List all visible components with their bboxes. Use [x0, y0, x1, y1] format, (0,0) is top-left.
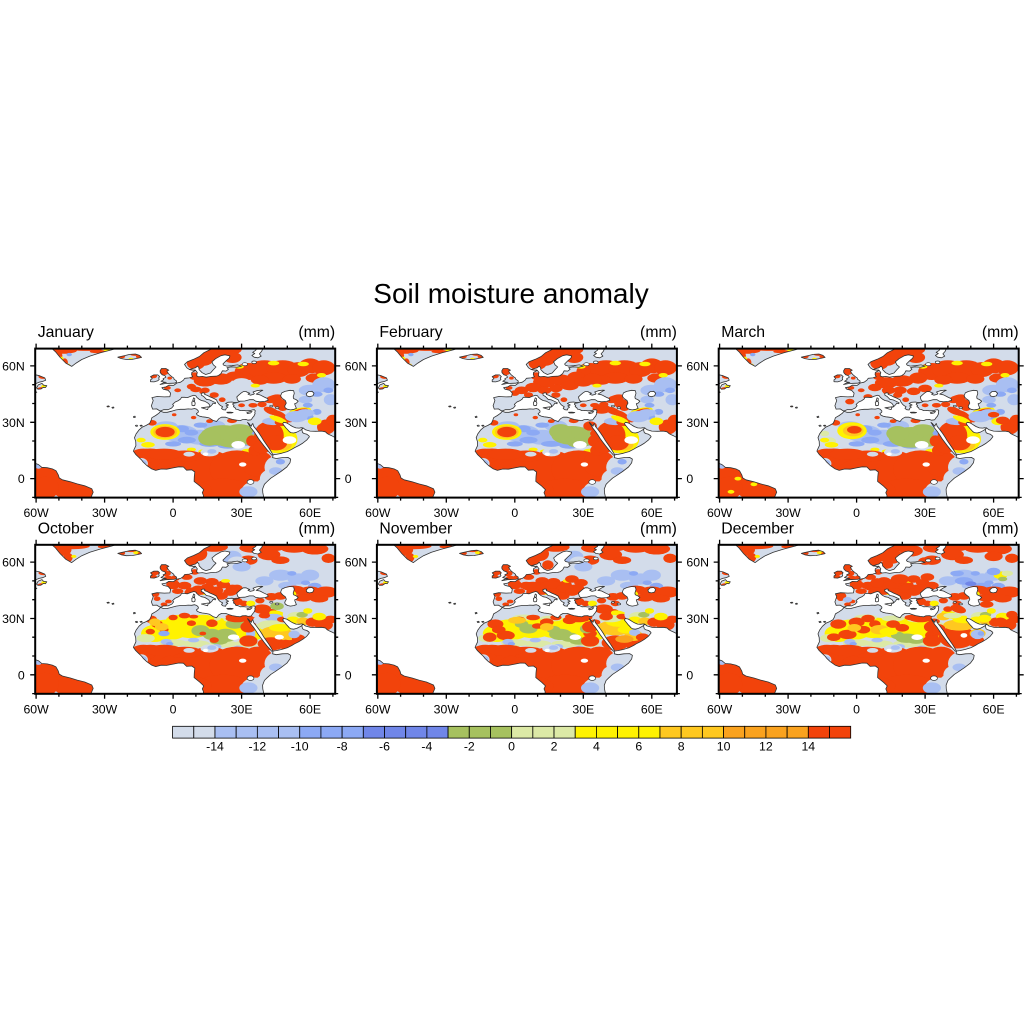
- svg-text:(mm): (mm): [982, 324, 1019, 341]
- svg-text:0: 0: [170, 506, 177, 520]
- svg-text:(mm): (mm): [640, 324, 677, 341]
- svg-text:0: 0: [345, 472, 352, 486]
- svg-text:60W: 60W: [707, 702, 733, 716]
- svg-text:60E: 60E: [641, 702, 663, 716]
- svg-text:30W: 30W: [92, 702, 118, 716]
- svg-text:30W: 30W: [775, 702, 801, 716]
- svg-text:30W: 30W: [434, 702, 460, 716]
- svg-text:30E: 30E: [914, 702, 936, 716]
- svg-text:30W: 30W: [434, 506, 460, 520]
- svg-text:0: 0: [686, 668, 693, 682]
- svg-text:October: October: [38, 520, 94, 537]
- svg-text:60W: 60W: [365, 506, 391, 520]
- svg-text:60N: 60N: [345, 360, 368, 374]
- svg-text:60N: 60N: [686, 360, 709, 374]
- svg-text:November: November: [379, 520, 452, 537]
- svg-text:-4: -4: [421, 740, 432, 754]
- svg-text:0: 0: [345, 668, 352, 682]
- svg-text:60E: 60E: [641, 506, 663, 520]
- svg-text:60E: 60E: [299, 506, 321, 520]
- svg-text:-6: -6: [379, 740, 390, 754]
- svg-text:30N: 30N: [345, 612, 368, 626]
- svg-text:14: 14: [801, 740, 815, 754]
- svg-text:30E: 30E: [572, 506, 594, 520]
- svg-text:30W: 30W: [92, 506, 118, 520]
- svg-text:0: 0: [170, 702, 177, 716]
- svg-text:60E: 60E: [983, 506, 1005, 520]
- svg-text:-8: -8: [337, 740, 348, 754]
- svg-text:(mm): (mm): [298, 324, 335, 341]
- svg-text:December: December: [721, 520, 794, 537]
- svg-text:-14: -14: [206, 740, 224, 754]
- svg-text:60N: 60N: [2, 360, 25, 374]
- svg-text:March: March: [721, 324, 765, 341]
- svg-text:30N: 30N: [686, 612, 709, 626]
- svg-text:30N: 30N: [2, 416, 25, 430]
- svg-text:-2: -2: [464, 740, 475, 754]
- svg-text:-12: -12: [249, 740, 267, 754]
- svg-text:60E: 60E: [983, 702, 1005, 716]
- svg-text:60W: 60W: [23, 702, 49, 716]
- svg-text:0: 0: [686, 472, 693, 486]
- svg-text:30N: 30N: [345, 416, 368, 430]
- svg-text:10: 10: [717, 740, 731, 754]
- svg-text:Soil moisture anomaly: Soil moisture anomaly: [373, 278, 648, 309]
- svg-text:60W: 60W: [365, 702, 391, 716]
- svg-text:0: 0: [508, 740, 515, 754]
- svg-text:6: 6: [635, 740, 642, 754]
- svg-text:(mm): (mm): [982, 520, 1019, 537]
- svg-text:30E: 30E: [914, 506, 936, 520]
- svg-text:30E: 30E: [231, 506, 253, 520]
- svg-text:0: 0: [511, 506, 518, 520]
- svg-text:60N: 60N: [2, 556, 25, 570]
- svg-text:8: 8: [678, 740, 685, 754]
- svg-text:60N: 60N: [686, 556, 709, 570]
- svg-text:30E: 30E: [572, 702, 594, 716]
- svg-text:0: 0: [18, 668, 25, 682]
- svg-text:(mm): (mm): [640, 520, 677, 537]
- svg-text:60E: 60E: [299, 702, 321, 716]
- svg-text:60N: 60N: [345, 556, 368, 570]
- svg-text:(mm): (mm): [298, 520, 335, 537]
- svg-text:0: 0: [853, 702, 860, 716]
- svg-text:12: 12: [759, 740, 773, 754]
- svg-text:0: 0: [18, 472, 25, 486]
- svg-text:2: 2: [551, 740, 558, 754]
- svg-text:0: 0: [511, 702, 518, 716]
- svg-text:60W: 60W: [707, 506, 733, 520]
- svg-text:30W: 30W: [775, 506, 801, 520]
- svg-text:-10: -10: [291, 740, 309, 754]
- svg-text:4: 4: [593, 740, 600, 754]
- svg-text:February: February: [379, 324, 442, 341]
- svg-text:0: 0: [853, 506, 860, 520]
- svg-text:30N: 30N: [2, 612, 25, 626]
- svg-text:60W: 60W: [23, 506, 49, 520]
- svg-text:30N: 30N: [686, 416, 709, 430]
- svg-text:January: January: [38, 324, 94, 341]
- svg-text:30E: 30E: [231, 702, 253, 716]
